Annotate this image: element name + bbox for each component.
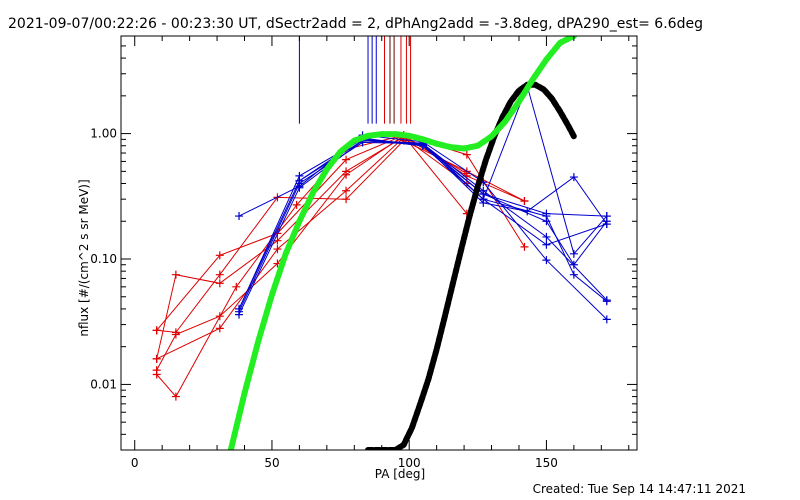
blue-point (569, 270, 578, 279)
red-point (342, 186, 351, 195)
red-series-0 (152, 131, 529, 335)
y-tick-label: 0.10 (90, 252, 117, 266)
data-layer (152, 36, 611, 450)
blue-point (235, 304, 244, 313)
blue-point (602, 315, 611, 324)
blue-series-4 (235, 136, 611, 313)
red-point (152, 354, 161, 363)
x-axis-label: PA [deg] (375, 467, 425, 481)
blue-point (235, 212, 244, 221)
blue-point (602, 217, 611, 226)
red-point (273, 236, 282, 245)
red-point (342, 195, 351, 204)
red-point (520, 242, 529, 251)
red-series-line-2 (156, 135, 468, 371)
axes-layer: 0 50 100 150 0.01 0.10 1.00 (90, 35, 638, 470)
blue-point (569, 173, 578, 182)
red-point (152, 370, 161, 379)
green-model-curve (227, 36, 577, 450)
red-point (215, 251, 224, 260)
red-series-5 (152, 133, 471, 363)
red-point (215, 270, 224, 279)
blue-series-line-4 (238, 140, 608, 310)
x-tick-label: 150 (535, 456, 558, 470)
red-point (520, 197, 529, 206)
red-series-line-1 (156, 136, 468, 359)
blue-point (569, 260, 578, 269)
blue-point (569, 249, 578, 258)
red-point (273, 245, 282, 254)
red-point (152, 326, 161, 335)
red-series-line-3 (156, 134, 525, 398)
plot-frame (120, 35, 638, 451)
red-point (232, 282, 241, 291)
blue-point (479, 195, 488, 204)
blue-point (542, 240, 551, 249)
blue-point (295, 183, 304, 192)
black-model-curve (365, 81, 577, 450)
x-tick-label: 50 (264, 456, 279, 470)
red-series-3 (152, 131, 529, 401)
x-tick-label: 0 (131, 456, 139, 470)
red-point (462, 150, 471, 159)
blue-series-line-7 (362, 138, 608, 302)
red-point (342, 155, 351, 164)
blue-series-1 (235, 135, 611, 313)
red-point (171, 392, 180, 401)
blue-point (602, 297, 611, 306)
red-series-line-4 (156, 139, 525, 333)
created-timestamp: Created: Tue Sep 14 14:47:11 2021 (532, 482, 746, 496)
blue-series-3 (235, 136, 611, 319)
red-point (171, 328, 180, 337)
red-series-1 (152, 132, 471, 363)
red-point (342, 170, 351, 179)
y-axis-label: nflux [#/(cm^2 s sr MeV)] (77, 179, 91, 336)
plot-area (152, 36, 611, 450)
x-tick-label: 100 (398, 456, 421, 470)
blue-series-7 (358, 135, 611, 306)
blue-point (542, 212, 551, 221)
red-point (292, 200, 301, 209)
y-tick-label: 0.01 (90, 377, 117, 391)
y-tick-label: 1.00 (90, 127, 117, 141)
chart-title: 2021-09-07/00:22:26 - 00:23:30 UT, dSect… (8, 16, 703, 32)
blue-point (418, 141, 427, 150)
red-series-line-0 (156, 134, 525, 331)
blue-point (542, 232, 551, 241)
red-point (215, 279, 224, 288)
red-point (171, 270, 180, 279)
blue-point (542, 256, 551, 265)
red-series-4 (152, 136, 529, 337)
red-point (215, 324, 224, 333)
red-series-line-5 (156, 136, 468, 360)
blue-point (295, 176, 304, 185)
